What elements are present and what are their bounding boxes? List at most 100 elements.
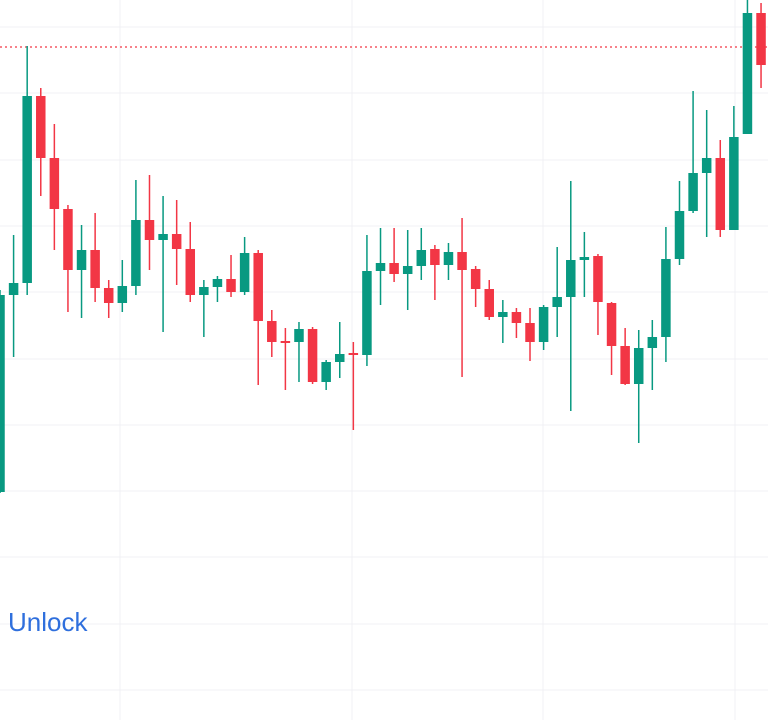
candle-body bbox=[90, 250, 100, 288]
candle bbox=[362, 235, 372, 366]
candle bbox=[647, 320, 658, 390]
candle-body bbox=[158, 234, 168, 240]
candle bbox=[620, 328, 630, 385]
candle-body bbox=[729, 137, 739, 230]
candle-body bbox=[199, 287, 209, 295]
candle bbox=[470, 266, 481, 307]
candle bbox=[661, 227, 671, 362]
candle-body bbox=[470, 269, 481, 289]
candle bbox=[185, 222, 196, 302]
candle bbox=[307, 327, 318, 384]
candle-body bbox=[498, 312, 508, 317]
candle bbox=[443, 243, 454, 280]
candle-body bbox=[525, 323, 535, 342]
candle bbox=[566, 181, 576, 411]
candle-body bbox=[430, 249, 440, 265]
candle bbox=[701, 110, 712, 237]
candle bbox=[103, 280, 114, 318]
candle bbox=[335, 322, 345, 378]
candle bbox=[593, 254, 603, 335]
vertical-grid bbox=[119, 0, 736, 720]
candle bbox=[131, 180, 141, 295]
candle bbox=[633, 330, 644, 443]
candle-body bbox=[8, 283, 19, 295]
candle-body bbox=[307, 329, 318, 382]
candle bbox=[498, 300, 508, 343]
candle-body bbox=[239, 253, 250, 292]
candle-body bbox=[552, 297, 562, 307]
candle bbox=[158, 196, 168, 332]
candle-body bbox=[579, 257, 590, 260]
candle bbox=[36, 88, 46, 196]
candle-body bbox=[661, 259, 671, 337]
candle bbox=[389, 228, 399, 282]
candle-body bbox=[389, 263, 399, 274]
candle bbox=[525, 308, 535, 361]
candle-body bbox=[538, 307, 549, 342]
candle bbox=[457, 218, 467, 377]
candle-body bbox=[701, 158, 712, 173]
candle-body bbox=[416, 250, 427, 266]
candle-body bbox=[484, 289, 494, 317]
candle-body bbox=[63, 209, 73, 270]
candle-body bbox=[171, 234, 182, 249]
candle bbox=[416, 228, 427, 280]
candle bbox=[729, 106, 739, 230]
candle-body bbox=[76, 250, 87, 270]
candle-body bbox=[294, 329, 304, 342]
candle bbox=[430, 245, 440, 300]
candle-body bbox=[335, 354, 345, 362]
candle-body bbox=[457, 252, 467, 270]
candle bbox=[321, 360, 331, 390]
candle bbox=[63, 205, 73, 312]
candle bbox=[606, 302, 617, 375]
candle-body bbox=[633, 348, 644, 384]
candle bbox=[226, 255, 236, 297]
candle bbox=[484, 280, 494, 320]
candle bbox=[144, 175, 155, 270]
candle bbox=[552, 247, 562, 337]
candle bbox=[375, 228, 386, 305]
candle-body bbox=[375, 263, 386, 271]
candle-body bbox=[212, 279, 223, 287]
candle-body bbox=[566, 260, 576, 297]
candle bbox=[280, 328, 291, 390]
candle-body bbox=[606, 303, 617, 346]
candle bbox=[294, 322, 304, 382]
candle-body bbox=[756, 13, 766, 65]
candle-body bbox=[511, 312, 522, 323]
candle-body bbox=[742, 13, 753, 134]
candle-body bbox=[715, 158, 726, 230]
candle-body bbox=[49, 158, 60, 209]
candle bbox=[511, 308, 522, 338]
candle bbox=[538, 305, 549, 350]
candle-body bbox=[131, 220, 141, 286]
candle-body bbox=[280, 341, 291, 343]
candle bbox=[90, 213, 100, 302]
candle-body bbox=[362, 271, 372, 355]
candle-body bbox=[267, 321, 277, 342]
candle-body bbox=[103, 288, 114, 303]
candle-body bbox=[185, 249, 196, 295]
candle bbox=[76, 225, 87, 318]
candle bbox=[674, 181, 685, 265]
candle bbox=[0, 290, 5, 493]
candle-body bbox=[443, 252, 454, 265]
candle bbox=[199, 280, 209, 337]
candle bbox=[348, 342, 359, 430]
candle bbox=[239, 237, 250, 295]
candle-body bbox=[620, 346, 630, 384]
candle-body bbox=[226, 279, 236, 292]
candle-body bbox=[674, 211, 685, 259]
unlock-link: Unlock bbox=[8, 607, 88, 637]
candle bbox=[49, 124, 60, 250]
candle-body bbox=[253, 253, 263, 321]
candle bbox=[171, 200, 182, 285]
candle bbox=[579, 232, 590, 297]
candle-body bbox=[117, 286, 128, 303]
candle bbox=[8, 235, 19, 357]
candle bbox=[212, 276, 223, 302]
candle-body bbox=[321, 362, 331, 382]
candle bbox=[742, 0, 753, 134]
